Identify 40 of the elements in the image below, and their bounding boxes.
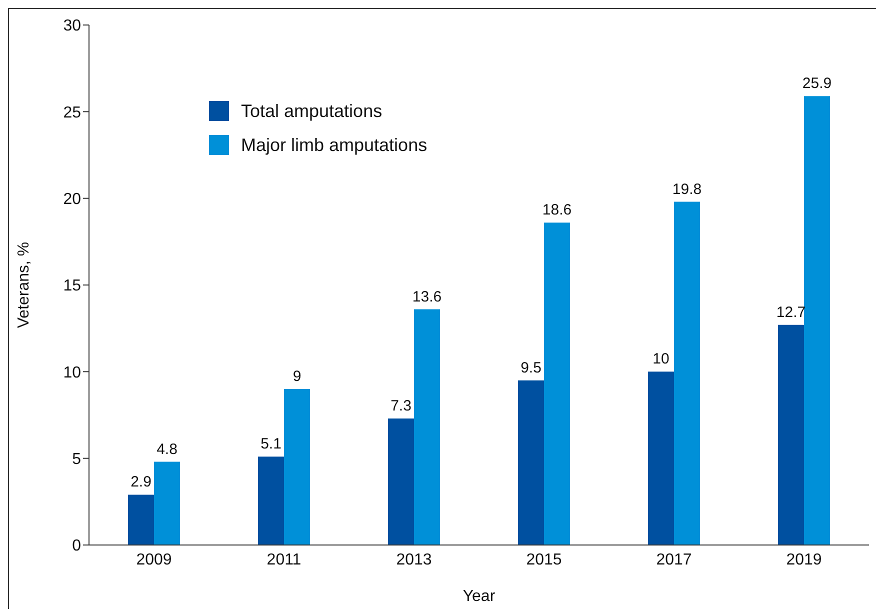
- bar: [518, 380, 544, 545]
- bar: [284, 389, 310, 545]
- bar: [648, 372, 674, 545]
- x-tick-label: 2009: [136, 551, 172, 568]
- bar: [544, 222, 570, 545]
- legend-label: Major limb amputations: [241, 134, 428, 157]
- y-axis-title: Veterans, %: [16, 242, 33, 328]
- data-label: 2.9: [130, 474, 152, 491]
- data-label: 9.5: [520, 359, 542, 376]
- y-tick-label: 0: [72, 538, 82, 555]
- data-label: 13.6: [412, 288, 442, 306]
- x-tick-label: 2019: [786, 551, 822, 568]
- x-axis-title: Year: [462, 588, 496, 605]
- x-tick-label: 2011: [266, 551, 302, 568]
- data-label: 10: [652, 350, 670, 368]
- data-label: 18.6: [542, 202, 572, 219]
- x-tick-label: 2015: [526, 551, 562, 568]
- data-label: 7.3: [390, 397, 412, 414]
- y-tick-label: 25: [63, 104, 82, 122]
- bar: [258, 456, 284, 545]
- x-tick-label: 2017: [656, 551, 692, 568]
- bar: [388, 418, 414, 545]
- bar: [674, 202, 700, 545]
- data-label: 25.9: [802, 75, 832, 92]
- bar: [778, 324, 804, 545]
- data-label: 4.8: [156, 440, 178, 458]
- y-tick-label: 30: [63, 18, 82, 35]
- data-label: 9: [292, 368, 302, 385]
- bar: [414, 309, 440, 545]
- y-tick-label: 15: [63, 278, 82, 295]
- bar: [128, 494, 154, 545]
- data-label: 19.8: [672, 180, 702, 198]
- bar: [804, 96, 830, 545]
- data-label: 5.1: [260, 436, 282, 453]
- legend-label: Total amputations: [241, 100, 382, 123]
- y-tick-label: 20: [63, 191, 82, 208]
- y-tick-label: 5: [72, 451, 82, 468]
- x-tick-label: 2013: [396, 551, 432, 568]
- bar: [154, 462, 180, 545]
- y-tick-label: 10: [63, 364, 82, 382]
